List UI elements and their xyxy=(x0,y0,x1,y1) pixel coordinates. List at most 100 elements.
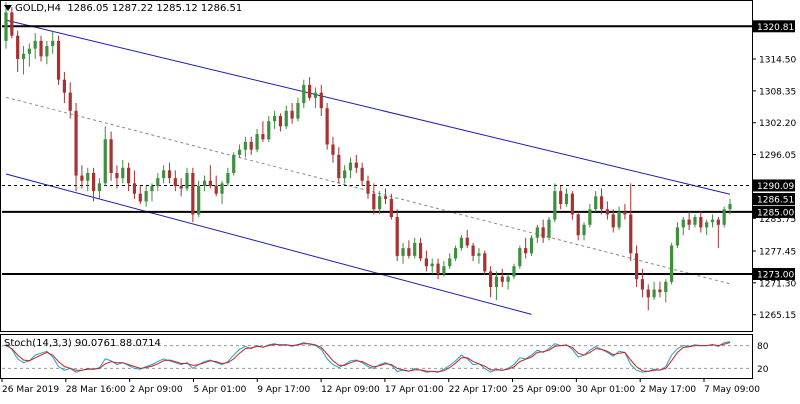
candle-body xyxy=(524,248,528,254)
dropdown-caret-icon[interactable] xyxy=(4,5,12,11)
chart-header: GOLD,H4 1286.05 1287.22 1285.12 1286.51 xyxy=(4,3,242,14)
candle-body xyxy=(360,167,364,181)
current-price-label: 1286.51 xyxy=(757,196,794,206)
main-plot-frame xyxy=(0,0,753,332)
candle-body xyxy=(162,170,166,179)
symbol-label: GOLD,H4 xyxy=(15,3,61,14)
candle-body xyxy=(489,271,493,287)
y-tick-label: 1314.50 xyxy=(759,55,796,65)
candle-body xyxy=(290,110,294,119)
price-axis: 1314.50 1308.35 1302.20 1296.05 1283.75 1277.… xyxy=(752,25,796,321)
candle-body xyxy=(261,134,265,140)
candle-body xyxy=(646,289,650,298)
candle-body xyxy=(27,48,31,54)
candle-body xyxy=(547,219,551,238)
candle-body xyxy=(500,276,504,282)
candle-body xyxy=(39,40,43,57)
candle-body xyxy=(319,92,323,109)
candle-body xyxy=(687,219,691,225)
x-tick-label: 9 Apr 17:00 xyxy=(257,385,310,395)
candle-body xyxy=(424,258,428,267)
x-tick-label: 26 Mar 2019 xyxy=(2,385,59,395)
candle-body xyxy=(564,193,569,205)
osc-level-label: 80 xyxy=(757,342,769,352)
candle-body xyxy=(407,248,411,256)
candle-body xyxy=(121,167,125,179)
candle-body xyxy=(395,217,399,256)
channel-line-lower xyxy=(5,173,532,315)
candle-body xyxy=(103,139,107,184)
candle-body xyxy=(693,217,697,225)
candle-body xyxy=(541,227,545,238)
time-axis: 26 Mar 2019 28 Mar 16:00 2 Apr 09:00 5 Apr … xyxy=(1,378,760,395)
candle-body xyxy=(197,185,201,215)
candle-body xyxy=(348,162,353,171)
current-price-box xyxy=(753,193,795,206)
candle-body xyxy=(313,92,318,98)
y-tick-label: 1296.05 xyxy=(759,151,796,161)
candle-body xyxy=(214,185,218,194)
channel-line-upper xyxy=(5,19,731,195)
candle-body xyxy=(249,141,253,150)
candle-body xyxy=(553,191,557,220)
level-price-label: 1290.09 xyxy=(757,182,794,192)
candle-body xyxy=(226,172,230,184)
level-price-box xyxy=(753,268,795,281)
candle-body xyxy=(442,266,446,275)
candle-body xyxy=(588,209,592,225)
candle-body xyxy=(243,141,247,150)
candle-body xyxy=(144,191,148,202)
candle-body xyxy=(611,214,615,228)
candle-body xyxy=(366,180,370,194)
x-tick-label: 22 Apr 17:00 xyxy=(449,385,508,395)
candle-body xyxy=(471,245,475,256)
x-tick-label: 25 Apr 09:00 xyxy=(513,385,572,395)
candle-body xyxy=(506,276,510,282)
horizontal-levels: 1320.811290.091285.001273.001286.511285.… xyxy=(2,20,795,281)
stoch-k-line xyxy=(5,341,731,373)
candle-body xyxy=(529,237,534,254)
candle-body xyxy=(710,219,715,223)
candle-body xyxy=(640,279,645,290)
candle-body xyxy=(150,185,154,192)
candle-body xyxy=(45,46,49,57)
y-tick-label: 1265.15 xyxy=(759,311,796,321)
candle-body xyxy=(617,211,621,228)
candle-body xyxy=(378,196,382,210)
candle-body xyxy=(138,193,142,202)
candle-body xyxy=(675,227,680,246)
candle-body xyxy=(599,196,604,210)
level-price-box xyxy=(753,205,795,218)
candle-body xyxy=(272,115,277,122)
candle-body xyxy=(594,196,598,210)
candle-body xyxy=(21,53,26,59)
candle-body xyxy=(337,154,341,179)
x-tick-label: 28 Mar 16:00 xyxy=(66,385,126,395)
oscillator-frame xyxy=(0,334,753,379)
candle-body xyxy=(722,209,726,225)
candle-body xyxy=(10,12,14,36)
candle-body xyxy=(354,162,358,168)
candle-body xyxy=(331,144,335,155)
candle-body xyxy=(267,121,271,140)
candle-body xyxy=(383,196,388,199)
candle-body xyxy=(448,258,452,267)
candle-body xyxy=(664,281,668,293)
candle-body xyxy=(343,170,347,179)
candle-body xyxy=(296,103,300,119)
candle-body xyxy=(33,40,37,49)
candle-body xyxy=(51,40,55,47)
osc-level-label: 20 xyxy=(757,365,769,375)
y-tick-label: 1308.35 xyxy=(759,87,796,97)
candle-body xyxy=(325,108,329,145)
y-tick-label: 1271.30 xyxy=(759,279,796,289)
candle-body xyxy=(284,110,288,127)
candle-body xyxy=(255,134,259,150)
candle-body xyxy=(418,242,423,259)
candle-body xyxy=(535,227,539,238)
level-price-label: 1320.81 xyxy=(757,23,794,33)
candle-body xyxy=(401,248,405,256)
candlesticks xyxy=(4,2,732,311)
